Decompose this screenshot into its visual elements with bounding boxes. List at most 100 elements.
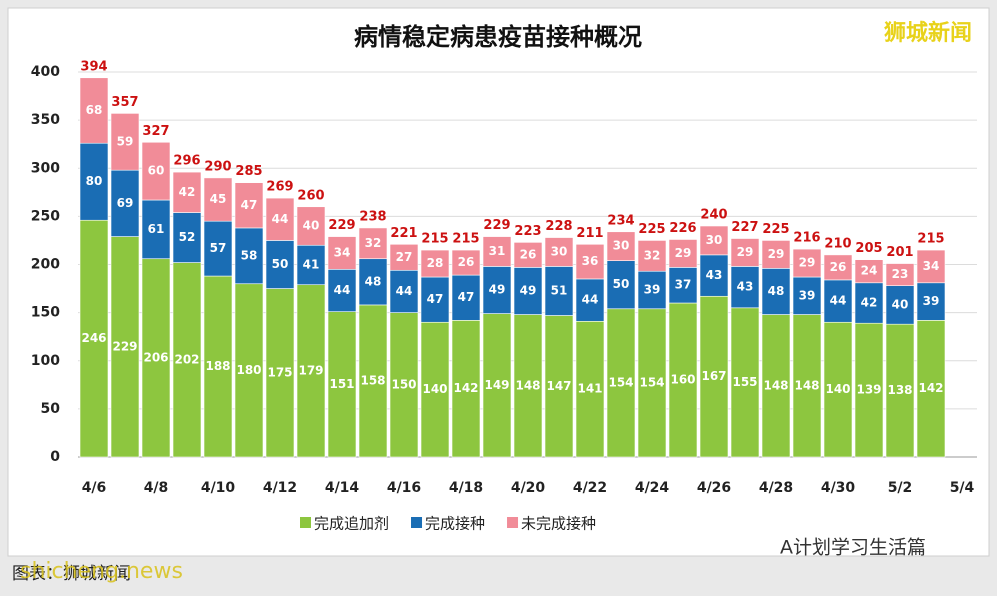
legend-swatch xyxy=(507,517,519,528)
value-label: 142 xyxy=(918,381,943,395)
bar-segment xyxy=(513,314,543,458)
bar-segment xyxy=(730,238,760,267)
value-label: 34 xyxy=(923,259,940,273)
value-label: 47 xyxy=(458,290,475,304)
total-label: 225 xyxy=(762,222,789,237)
bar-segment xyxy=(482,236,512,267)
value-label: 49 xyxy=(520,283,537,297)
value-label: 160 xyxy=(670,373,695,387)
value-label: 139 xyxy=(856,383,881,397)
value-label: 147 xyxy=(546,379,571,393)
bar-segment xyxy=(637,240,667,272)
value-label: 58 xyxy=(241,248,258,262)
value-label: 43 xyxy=(706,268,723,282)
value-label: 175 xyxy=(267,365,292,379)
bar-segment xyxy=(451,274,481,321)
x-tick-label: 4/26 xyxy=(697,480,731,496)
value-label: 60 xyxy=(148,164,165,178)
y-tick-label: 250 xyxy=(31,208,60,224)
value-label: 26 xyxy=(458,255,475,269)
x-tick-label: 4/22 xyxy=(573,480,607,496)
bar-segment xyxy=(327,236,357,270)
total-label: 229 xyxy=(483,218,510,233)
value-label: 51 xyxy=(551,283,568,297)
y-tick-label: 350 xyxy=(31,112,60,128)
y-tick-label: 0 xyxy=(50,449,60,465)
value-label: 167 xyxy=(701,369,726,383)
y-tick-label: 50 xyxy=(41,401,61,417)
bar-segment xyxy=(141,199,171,260)
value-label: 57 xyxy=(210,241,227,255)
chart-title: 病情稳定病患疫苗接种概况 xyxy=(354,23,642,51)
bar-segment xyxy=(79,142,109,221)
total-label: 394 xyxy=(80,59,107,74)
bar-segment xyxy=(823,279,853,323)
value-label: 155 xyxy=(732,375,757,389)
value-label: 31 xyxy=(489,244,506,258)
value-label: 24 xyxy=(861,264,878,278)
total-label: 327 xyxy=(142,124,169,139)
value-label: 41 xyxy=(303,257,320,271)
bar-segment xyxy=(234,182,264,229)
value-label: 44 xyxy=(334,283,351,297)
value-label: 206 xyxy=(143,350,168,364)
x-tick-label: 4/30 xyxy=(821,480,856,496)
value-label: 48 xyxy=(768,284,785,298)
bar-segment xyxy=(668,239,698,268)
x-tick-label: 4/20 xyxy=(511,480,546,496)
value-label: 148 xyxy=(763,378,788,392)
value-label: 180 xyxy=(236,363,261,377)
total-label: 285 xyxy=(235,164,262,179)
value-label: 140 xyxy=(422,382,447,396)
bar-segment xyxy=(916,249,946,284)
bar-segment xyxy=(668,267,698,304)
x-tick-label: 4/6 xyxy=(82,480,107,496)
bar-segment xyxy=(916,320,946,458)
value-label: 47 xyxy=(241,198,258,212)
total-label: 240 xyxy=(700,208,727,223)
value-label: 246 xyxy=(81,331,106,345)
bar-segment xyxy=(451,249,481,276)
total-label: 290 xyxy=(204,159,231,174)
total-label: 260 xyxy=(297,188,324,203)
x-tick-label: 4/12 xyxy=(263,480,297,496)
value-label: 148 xyxy=(515,378,540,392)
value-label: 36 xyxy=(582,254,599,268)
value-label: 29 xyxy=(768,247,785,261)
total-label: 227 xyxy=(731,220,758,235)
value-label: 138 xyxy=(887,383,912,397)
total-label: 215 xyxy=(421,232,448,247)
y-tick-label: 100 xyxy=(31,353,60,369)
x-tick-label: 4/10 xyxy=(201,480,236,496)
value-label: 80 xyxy=(86,174,103,188)
bar-segment xyxy=(513,242,543,268)
value-label: 61 xyxy=(148,222,165,236)
value-label: 140 xyxy=(825,382,850,396)
total-label: 296 xyxy=(173,154,200,169)
value-label: 40 xyxy=(892,297,909,311)
legend-label: 未完成接种 xyxy=(521,515,596,533)
bar-segment xyxy=(203,177,233,222)
bar-segment xyxy=(823,254,853,281)
bar-segment xyxy=(575,243,605,280)
legend-swatch xyxy=(300,517,311,528)
value-label: 39 xyxy=(923,294,940,308)
value-label: 49 xyxy=(489,283,506,297)
total-label: 269 xyxy=(266,180,293,195)
value-label: 59 xyxy=(117,134,134,148)
bar-segment xyxy=(110,169,140,237)
bar-segment xyxy=(420,321,450,458)
bar-segment xyxy=(358,258,388,306)
value-label: 158 xyxy=(360,373,385,387)
value-label: 50 xyxy=(613,277,630,291)
bar-segment xyxy=(358,227,388,260)
value-label: 149 xyxy=(484,378,509,392)
bar-segment xyxy=(358,304,388,458)
bar-segment xyxy=(761,240,791,269)
bar-segment xyxy=(854,322,884,458)
value-label: 27 xyxy=(396,250,413,264)
bar-segment xyxy=(606,308,636,458)
bar-segment xyxy=(172,171,202,213)
